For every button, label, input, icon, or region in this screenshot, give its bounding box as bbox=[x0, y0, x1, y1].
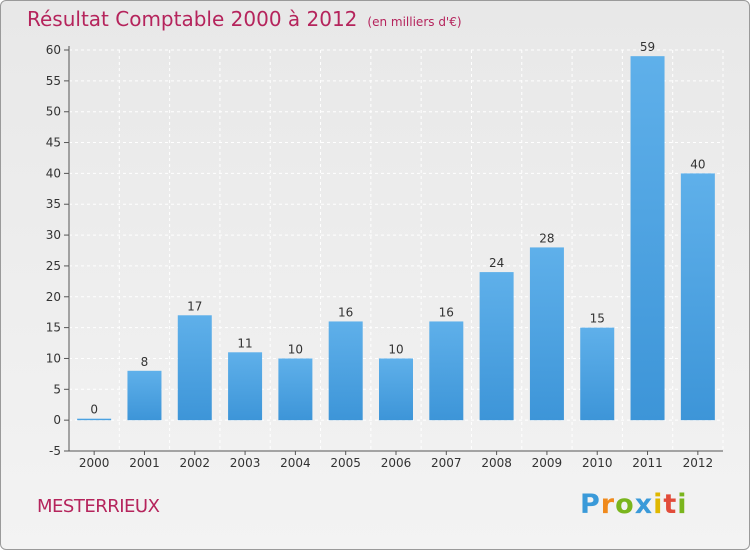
chart-title: Résultat Comptable 2000 à 2012 (en millie… bbox=[27, 7, 462, 31]
chart-unit: (en milliers d'€) bbox=[367, 15, 462, 29]
data-label: 15 bbox=[590, 312, 605, 326]
x-tick-label: 2010 bbox=[582, 456, 613, 470]
y-tick-label: 30 bbox=[46, 228, 61, 242]
bar bbox=[479, 272, 514, 421]
axes: -5 0 5 10 15 20 25 30 35 40 45 50 55 60 2000 2001 2002 20… bbox=[46, 43, 723, 470]
y-tick-label: 60 bbox=[46, 43, 61, 57]
x-tick-label: 2002 bbox=[179, 456, 210, 470]
y-tick-label: 45 bbox=[46, 136, 61, 150]
x-tick-label: 2003 bbox=[230, 456, 261, 470]
logo-letter: x bbox=[634, 489, 654, 520]
data-label: 8 bbox=[141, 355, 149, 369]
bar bbox=[680, 173, 715, 421]
data-label: 16 bbox=[338, 305, 353, 319]
bar bbox=[228, 352, 263, 421]
y-tick-label: 40 bbox=[46, 166, 61, 180]
x-tick-label: 2011 bbox=[632, 456, 663, 470]
x-tick-label: 2004 bbox=[280, 456, 311, 470]
x-tick-label: 2012 bbox=[683, 456, 714, 470]
bar bbox=[77, 418, 112, 421]
logo-letter: i bbox=[653, 489, 664, 520]
x-tick-label: 2000 bbox=[79, 456, 110, 470]
bar bbox=[529, 247, 564, 421]
y-tick-label: 25 bbox=[46, 259, 61, 273]
data-label: 10 bbox=[288, 342, 303, 356]
bar bbox=[328, 321, 363, 421]
x-tick-label: 2005 bbox=[330, 456, 361, 470]
commune-name: MESTERRIEUX bbox=[37, 496, 160, 517]
y-tick-label: 50 bbox=[46, 105, 61, 119]
bar bbox=[177, 315, 212, 421]
bar bbox=[278, 358, 313, 421]
labels: 0 8 17 11 10 16 10 16 24 28 15 59 40 bbox=[90, 40, 705, 416]
y-tick-label: -5 bbox=[49, 444, 61, 458]
logo-letter: r bbox=[600, 489, 616, 520]
data-label: 28 bbox=[539, 231, 554, 245]
bar bbox=[630, 56, 665, 421]
data-label: 10 bbox=[388, 342, 403, 356]
y-tick-label: 0 bbox=[53, 413, 61, 427]
y-tick-label: 35 bbox=[46, 197, 61, 211]
x-tick-label: 2001 bbox=[129, 456, 160, 470]
bar bbox=[379, 358, 413, 421]
bar bbox=[429, 321, 464, 421]
logo-letter: P bbox=[580, 489, 601, 520]
proxiti-logo: Proxiti bbox=[580, 489, 688, 520]
bar bbox=[580, 327, 615, 421]
y-tick-label: 15 bbox=[46, 321, 61, 335]
y-tick-label: 10 bbox=[46, 351, 61, 365]
x-tick-label: 2006 bbox=[381, 456, 412, 470]
data-label: 59 bbox=[640, 40, 655, 54]
bar bbox=[127, 370, 162, 421]
data-label: 17 bbox=[187, 299, 202, 313]
data-label: 24 bbox=[489, 256, 504, 270]
data-label: 16 bbox=[439, 305, 454, 319]
data-label: 40 bbox=[690, 157, 705, 171]
y-tick-label: 20 bbox=[46, 290, 61, 304]
chart-title-text: Résultat Comptable 2000 à 2012 bbox=[27, 7, 358, 31]
logo-letter: t bbox=[663, 489, 678, 520]
y-tick-label: 5 bbox=[53, 382, 61, 396]
data-label: 0 bbox=[90, 403, 98, 417]
logo-letter: o bbox=[615, 489, 635, 520]
x-tick-label: 2007 bbox=[431, 456, 462, 470]
bars bbox=[77, 56, 715, 421]
x-tick-label: 2009 bbox=[532, 456, 563, 470]
data-label: 11 bbox=[237, 336, 252, 350]
y-tick-label: 55 bbox=[46, 74, 61, 88]
logo-letter: i bbox=[677, 489, 688, 520]
x-tick-label: 2008 bbox=[481, 456, 512, 470]
